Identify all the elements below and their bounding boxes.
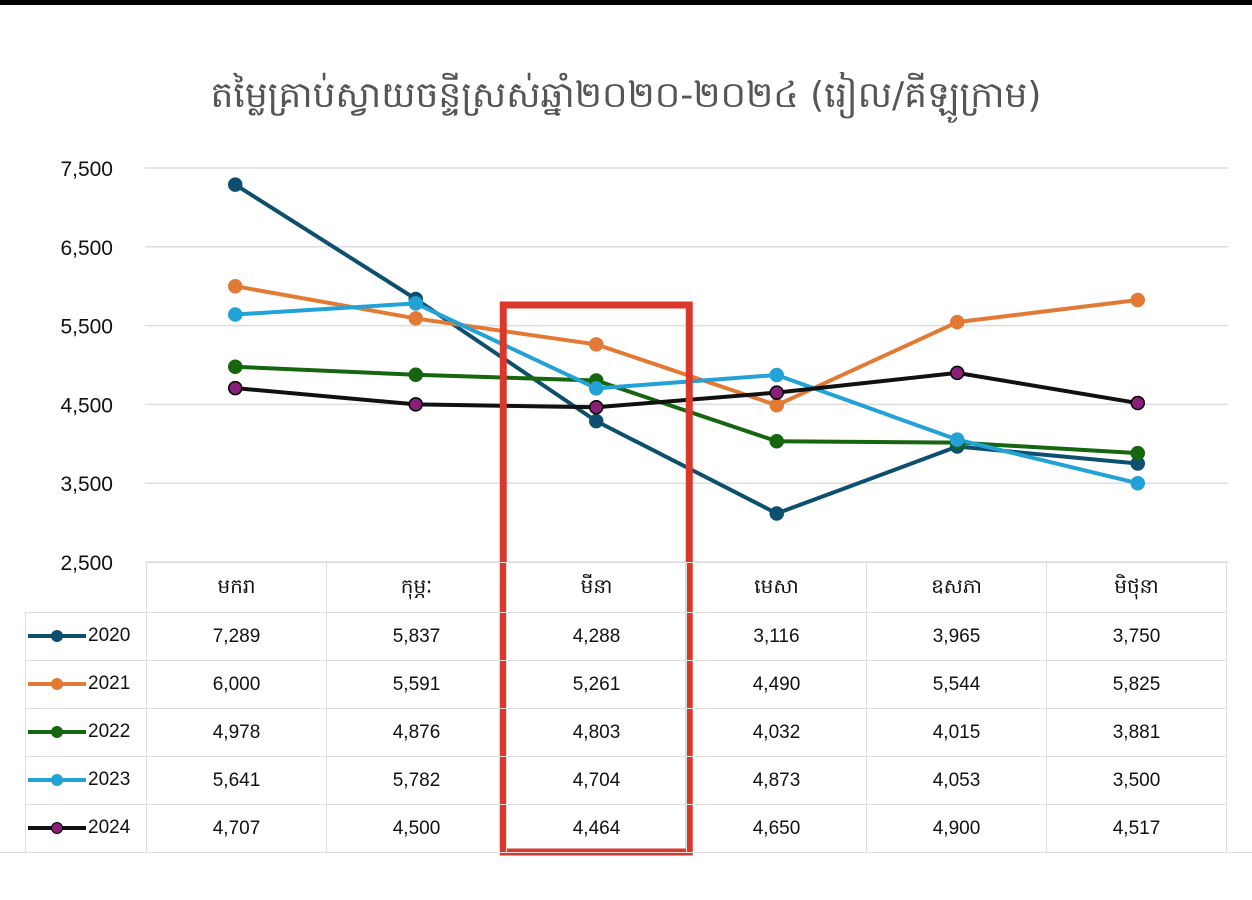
data-label: 3,750	[1046, 612, 1227, 661]
data-point-2022	[408, 367, 423, 383]
data-label: 4,803	[506, 708, 687, 757]
data-point-2024	[950, 365, 965, 381]
data-label: 3,500	[1046, 756, 1227, 805]
data-label: 4,978	[146, 708, 327, 757]
legend-entry: 2020	[25, 612, 147, 661]
data-label: 4,500	[326, 804, 507, 853]
data-point-2021	[408, 311, 423, 326]
data-label: 4,650	[686, 804, 867, 853]
data-point-2022	[1130, 445, 1145, 461]
data-label: 4,900	[866, 804, 1047, 853]
chart-title: តម្លៃគ្រាប់ស្វាយចន្ទីស្រស់ឆ្នាំ២០២០-២០២៤…	[210, 75, 1042, 116]
divider	[0, 852, 1252, 853]
legend-entry: 2023	[25, 756, 147, 805]
data-label: 5,641	[146, 756, 327, 805]
data-label: 4,876	[326, 708, 507, 757]
data-label: 4,053	[866, 756, 1047, 805]
x-tick-label: កុម្ភៈ	[326, 562, 507, 613]
data-label: 3,116	[686, 612, 867, 661]
data-point-2020	[769, 506, 784, 521]
y-tick-label: 5,500	[60, 316, 113, 339]
data-point-2021	[950, 314, 965, 330]
data-point-2021	[589, 337, 604, 352]
data-label: 6,000	[146, 660, 327, 709]
legend-entry: 2024	[25, 804, 147, 853]
data-label: 4,464	[506, 804, 687, 853]
data-label: 4,707	[146, 804, 327, 853]
table-row: 2022 4,978 4,876 4,803 4,032 4,015 3,881	[25, 708, 1227, 757]
data-label: 5,825	[1046, 660, 1227, 709]
data-point-2023	[228, 307, 243, 322]
data-point-2021	[1130, 292, 1145, 308]
data-point-2023	[950, 432, 965, 447]
data-label: 5,782	[326, 756, 507, 805]
data-point-2024	[408, 397, 423, 412]
data-point-2024	[589, 399, 604, 415]
table-row: 2020 7,289 5,837 4,288 3,116 3,965 3,750	[25, 612, 1227, 661]
data-point-2021	[228, 278, 243, 294]
data-point-2022	[228, 359, 243, 374]
data-label: 5,261	[506, 660, 687, 709]
top-bar	[0, 0, 1252, 5]
y-tick-label: 7,500	[60, 158, 113, 181]
data-label: 4,490	[686, 660, 867, 709]
data-point-2024	[228, 380, 243, 396]
legend-label: 2020	[88, 625, 131, 647]
data-label: 5,591	[326, 660, 507, 709]
y-tick-label: 3,500	[60, 473, 113, 496]
data-point-2023	[769, 367, 784, 383]
data-table: មករា កុម្ភៈ មីនា មេសា ឧសភា មិថុនា 2020 7,289 5,8…	[25, 562, 1227, 853]
data-label: 4,015	[866, 708, 1047, 757]
table-row: 2021 6,000 5,591 5,261 4,490 5,544 5,825	[25, 660, 1227, 709]
x-tick-label: មករា	[146, 562, 327, 613]
legend-label: 2021	[88, 673, 131, 695]
data-label: 4,032	[686, 708, 867, 757]
data-label: 4,704	[506, 756, 687, 805]
y-tick-label: 2,500	[60, 552, 113, 575]
table-row: 2024 4,707 4,500 4,464 4,650 4,900 4,517	[25, 804, 1227, 853]
legend-swatch	[28, 822, 86, 835]
data-label: 7,289	[146, 612, 327, 661]
data-point-2023	[589, 381, 604, 396]
data-point-2023	[408, 296, 423, 311]
legend-swatch	[28, 630, 86, 643]
table-row: 2023 5,641 5,782 4,704 4,873 4,053 3,500	[25, 756, 1227, 805]
data-point-2020	[228, 177, 243, 192]
data-label: 4,288	[506, 612, 687, 661]
data-label: 5,837	[326, 612, 507, 661]
legend-label: 2024	[88, 817, 131, 839]
data-label: 4,873	[686, 756, 867, 805]
data-point-2023	[1130, 475, 1145, 491]
data-point-2020	[589, 413, 604, 429]
data-point-2021	[769, 397, 784, 413]
data-point-2022	[769, 434, 784, 449]
legend-swatch	[28, 726, 86, 739]
legend-entry: 2021	[25, 660, 147, 709]
data-point-2024	[1130, 395, 1145, 411]
data-label: 4,517	[1046, 804, 1227, 853]
data-label: 3,965	[866, 612, 1047, 661]
y-tick-label: 6,500	[60, 237, 113, 260]
legend-entry: 2022	[25, 708, 147, 757]
y-tick-label: 4,500	[60, 394, 113, 417]
legend-swatch	[28, 678, 86, 691]
x-tick-label: មិថុនា	[1046, 562, 1227, 613]
x-tick-label: មេសា	[686, 562, 867, 613]
data-point-2024	[769, 385, 784, 400]
x-tick-label: ឧសភា	[866, 562, 1047, 613]
legend-label: 2023	[88, 769, 131, 791]
legend-label: 2022	[88, 721, 131, 743]
table-corner	[26, 563, 147, 613]
x-tick-label: មីនា	[506, 562, 687, 613]
data-label: 3,881	[1046, 708, 1227, 757]
legend-swatch	[28, 774, 86, 787]
data-label: 5,544	[866, 660, 1047, 709]
